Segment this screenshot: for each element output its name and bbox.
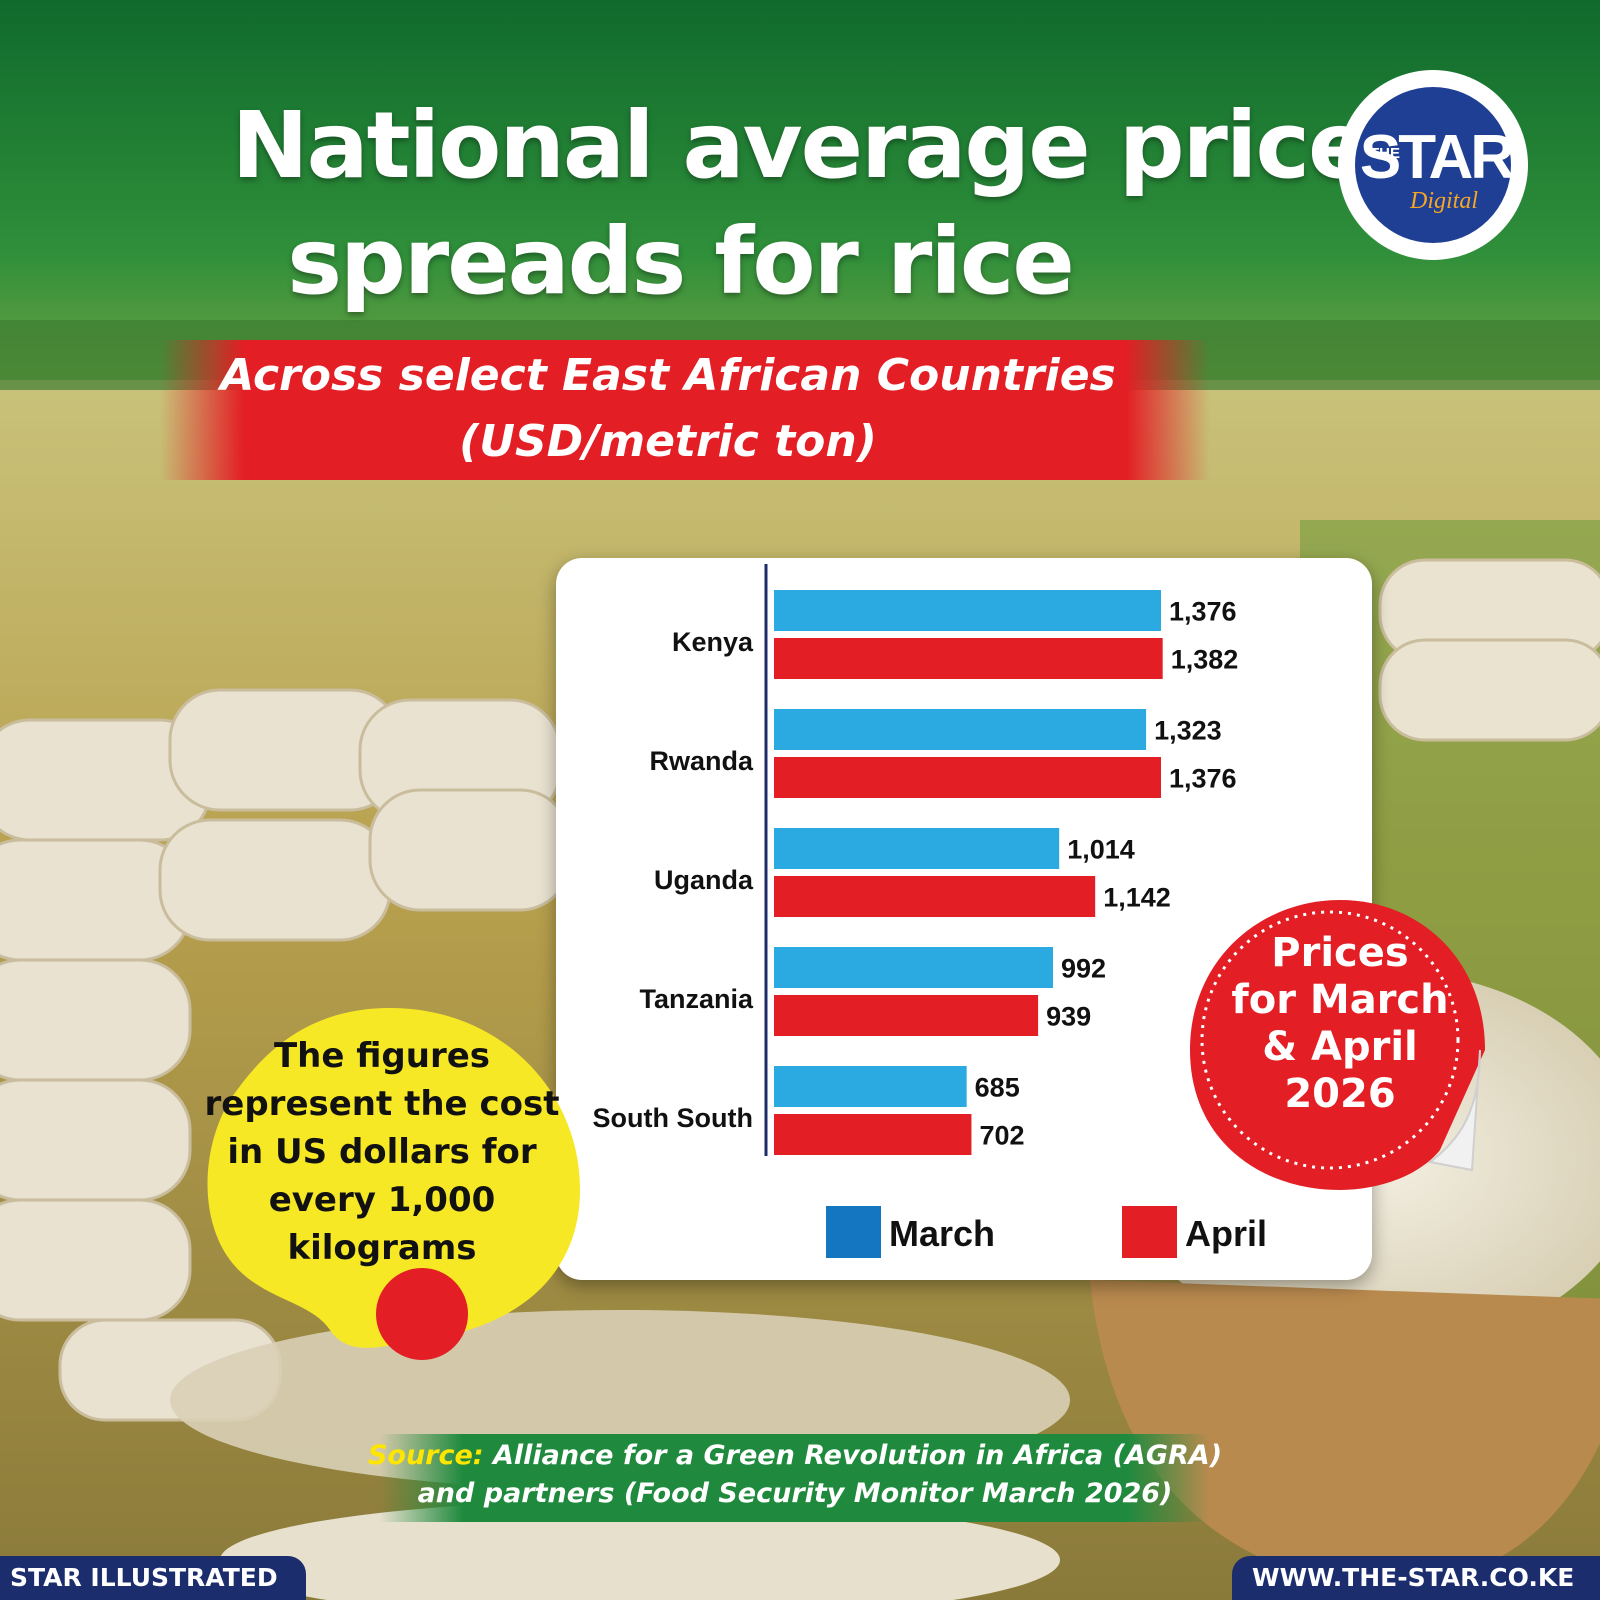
data-label-march: 1,323: [1154, 716, 1222, 746]
bar-april: [774, 995, 1039, 1036]
legend-label-march: March: [889, 1213, 995, 1254]
category-label: South South: [593, 1103, 753, 1133]
category-label: Rwanda: [649, 746, 754, 776]
page-title-line-2: spreads for rice: [287, 208, 1075, 315]
legend-swatch-april: [1122, 1206, 1177, 1258]
subtitle-line-1: Across select East African Countries: [220, 350, 1116, 401]
data-label-april: 702: [979, 1121, 1024, 1151]
note-line: every 1,000: [268, 1180, 496, 1220]
source-line-2: and partners (Food Security Monitor Marc…: [417, 1478, 1173, 1509]
badge-line: Prices: [1271, 930, 1409, 976]
category-label: Uganda: [654, 865, 754, 895]
source-band: [380, 1434, 1210, 1522]
category-label: Tanzania: [639, 984, 754, 1014]
footer-right: WWW.THE-STAR.CO.KE: [1232, 1556, 1600, 1600]
bar-april: [774, 638, 1163, 679]
note-text: The figures represent the cost in US dol…: [202, 1032, 562, 1272]
data-label-april: 939: [1046, 1002, 1091, 1032]
subtitle-band: [160, 340, 1210, 480]
badge-line: for March: [1231, 977, 1449, 1023]
data-label-march: 1,014: [1067, 835, 1135, 865]
the-star-digital-logo: THE STAR Digital: [1338, 70, 1528, 260]
subtitle-line-2: (USD/metric ton): [459, 416, 877, 467]
legend-swatch-march: [826, 1206, 881, 1258]
data-label-april: 1,376: [1169, 764, 1237, 794]
chart-card: Kenya 1,376 1,382 Rwanda 1,323 1,376 Uganda 1,0…: [556, 558, 1372, 1280]
page-title-line-1: National average price: [231, 92, 1371, 199]
note-line: The figures: [273, 1036, 491, 1076]
source-label: Source:: [367, 1440, 484, 1471]
data-label-march: 685: [975, 1073, 1020, 1103]
bar-march: [774, 590, 1161, 631]
bar-march: [774, 947, 1053, 988]
date-badge: [1190, 900, 1485, 1190]
data-label-april: 1,382: [1171, 645, 1239, 675]
bar-march: [774, 709, 1147, 750]
category-label: Kenya: [672, 627, 754, 657]
badge-line: & April: [1262, 1024, 1418, 1070]
data-label-march: 992: [1061, 954, 1106, 984]
source-line-1: Source: Alliance for a Green Revolution …: [0, 1440, 1595, 1471]
legend-label-april: April: [1185, 1213, 1267, 1254]
note-line: in US dollars for: [227, 1132, 537, 1172]
red-dot-icon: [376, 1268, 468, 1360]
bar-chart: Kenya 1,376 1,382 Rwanda 1,323 1,376 Uganda 1,0…: [593, 564, 1267, 1258]
data-label-april: 1,142: [1103, 883, 1171, 913]
bar-april: [774, 757, 1161, 798]
logo-digital-text: Digital: [1409, 188, 1478, 214]
badge-line: 2026: [1284, 1071, 1396, 1117]
bar-april: [774, 1114, 972, 1155]
data-label-march: 1,376: [1169, 597, 1237, 627]
logo-star-text: STAR: [1360, 123, 1514, 192]
bar-march: [774, 1066, 967, 1107]
footer-left: STAR ILLUSTRATED: [0, 1556, 306, 1600]
note-bubble: [207, 1008, 580, 1360]
bar-april: [774, 876, 1096, 917]
bar-march: [774, 828, 1060, 869]
source-text-1: Alliance for a Green Revolution in Afric…: [493, 1440, 1223, 1471]
logo-the-text: THE: [1370, 145, 1400, 162]
note-line: kilograms: [287, 1228, 477, 1268]
note-line: represent the cost: [204, 1084, 560, 1124]
badge-text: Prices for March & April 2026: [1205, 930, 1475, 1118]
